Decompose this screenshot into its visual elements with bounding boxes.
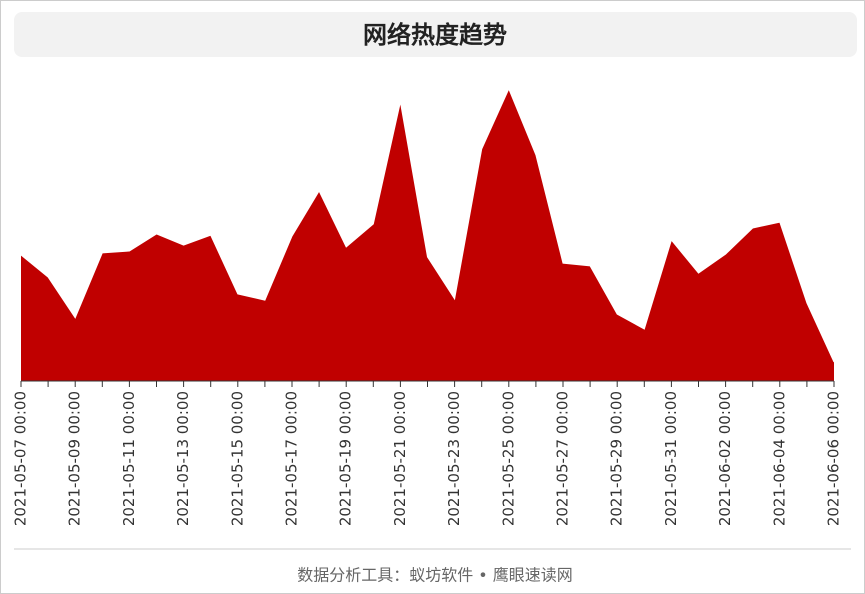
title-box <box>14 12 857 57</box>
x-tick-label: 2021-05-07 00:00 <box>12 391 30 526</box>
x-tick-label: 2021-05-25 00:00 <box>499 391 517 526</box>
x-tick-label: 2021-05-21 00:00 <box>391 391 409 526</box>
x-tick-label: 2021-05-15 00:00 <box>228 391 246 526</box>
x-tick-label: 2021-06-06 00:00 <box>825 391 843 526</box>
x-tick-label: 2021-05-19 00:00 <box>337 391 355 526</box>
x-tick-label: 2021-05-13 00:00 <box>174 391 192 526</box>
x-tick-label: 2021-06-02 00:00 <box>716 391 734 526</box>
area <box>21 88 834 381</box>
x-tick-label: 2021-05-11 00:00 <box>120 391 138 526</box>
x-tick-label: 2021-05-29 00:00 <box>608 391 626 526</box>
x-tick-label: 2021-05-09 00:00 <box>66 391 84 526</box>
x-tick-label: 2021-06-04 00:00 <box>770 391 788 526</box>
x-tick-label: 2021-05-23 00:00 <box>445 391 463 526</box>
area-line <box>20 87 835 363</box>
chart-title: 网络热度趋势 <box>363 21 507 49</box>
x-tick-label: 2021-05-27 00:00 <box>554 391 572 526</box>
x-tick-label: 2021-05-31 00:00 <box>662 391 680 526</box>
footer: 数据分析工具：蚁坊软件 • 鹰眼速读网 <box>297 566 573 585</box>
x-tick-label: 2021-05-17 00:00 <box>283 391 301 526</box>
